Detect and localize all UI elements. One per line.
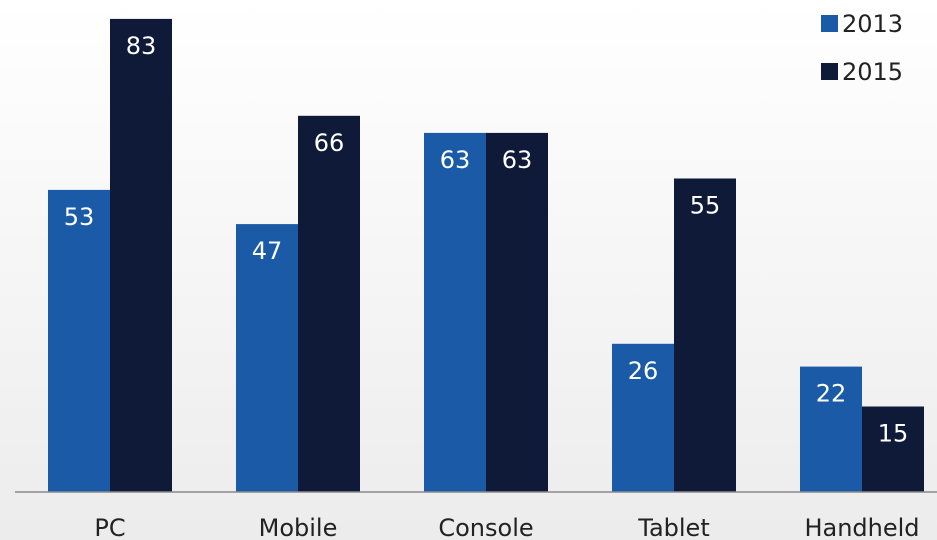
bar-console-2013 [424,132,486,492]
data-label-console-2013: 63 [440,146,471,174]
bar-pc-2013 [48,189,110,492]
bar-mobile-2013 [236,224,298,492]
legend-label-2013: 2013 [842,10,903,38]
x-tick-label-console: Console [438,514,533,540]
data-label-mobile-2015: 66 [314,129,345,157]
bar-mobile-2015 [298,115,360,493]
data-label-pc-2015: 83 [126,32,157,60]
x-tick-labels-layer: PC Mobile Console Tablet Handheld [94,514,919,540]
x-tick-label-handheld: Handheld [804,514,919,540]
data-labels-layer: 53 83 47 66 63 63 26 55 22 15 [64,32,909,448]
bar-pc-2015 [110,18,172,493]
data-label-tablet-2015: 55 [690,192,721,220]
x-tick-label-tablet: Tablet [637,514,709,540]
data-label-handheld-2015: 15 [878,420,909,448]
legend: 2013 2015 [821,10,903,86]
data-label-tablet-2013: 26 [628,357,659,385]
legend-swatch-2015 [821,63,838,80]
bar-console-2015 [486,132,548,492]
bar-handheld-2015 [862,406,924,492]
x-tick-label-pc: PC [94,514,125,540]
x-tick-label-mobile: Mobile [259,514,338,540]
data-label-handheld-2013: 22 [816,380,847,408]
data-label-mobile-2013: 47 [252,237,283,265]
bars-layer [48,18,924,493]
legend-swatch-2013 [821,15,838,32]
data-label-console-2015: 63 [502,146,533,174]
legend-label-2015: 2015 [842,58,903,86]
bar-handheld-2013 [800,366,862,492]
bar-tablet-2013 [612,343,674,492]
bar-tablet-2015 [674,178,736,492]
data-label-pc-2013: 53 [64,203,95,231]
